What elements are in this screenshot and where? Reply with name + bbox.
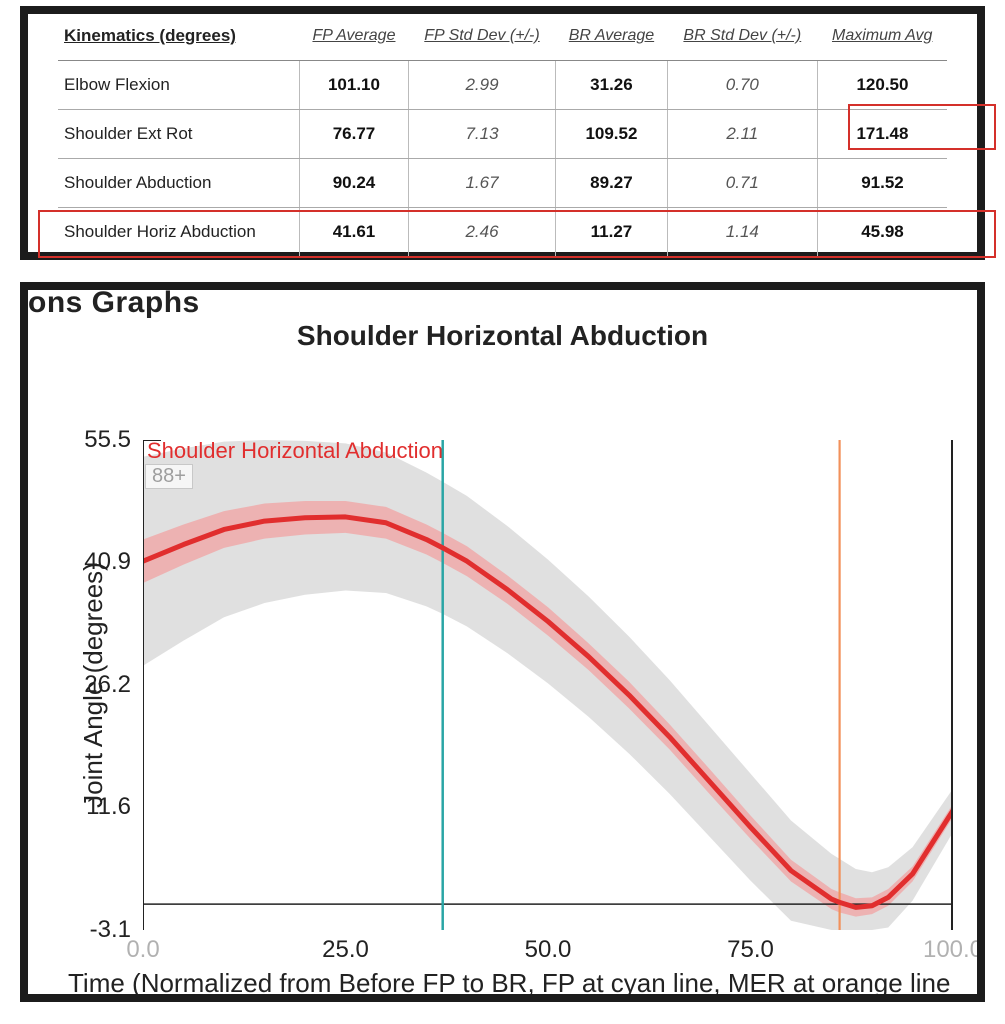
y-tick-label: 40.9 [84, 548, 131, 576]
table-body: Elbow Flexion 101.10 2.99 31.26 0.70 120… [58, 61, 947, 257]
cell-fp-sd: 1.67 [408, 159, 555, 208]
cell-max: 171.48 [817, 110, 947, 159]
col-header-br-avg: BR Average [556, 20, 668, 61]
plot-area: Shoulder Horizontal Abduction 88+ 55.540… [143, 440, 953, 930]
cropped-heading: ons Graphs [28, 286, 200, 320]
plot-svg [143, 440, 953, 930]
kinematics-table: Kinematics (degrees) FP Average FP Std D… [58, 20, 947, 256]
x-axis-label: Time (Normalized from Before FP to BR, F… [68, 968, 977, 999]
cell-br-avg: 31.26 [556, 61, 668, 110]
cell-br-sd: 0.71 [667, 159, 817, 208]
y-tick-label: -3.1 [90, 916, 131, 944]
x-tick-label: 100.0 [923, 936, 983, 964]
x-tick-label: 75.0 [727, 936, 774, 964]
cell-br-avg: 89.27 [556, 159, 668, 208]
cell-br-sd: 1.14 [667, 208, 817, 257]
col-header-kinematics: Kinematics (degrees) [58, 20, 300, 61]
cell-br-avg: 109.52 [556, 110, 668, 159]
cell-fp-sd: 2.99 [408, 61, 555, 110]
cell-fp-sd: 2.46 [408, 208, 555, 257]
x-tick-label: 0.0 [126, 936, 159, 964]
cell-br-sd: 2.11 [667, 110, 817, 159]
x-tick-label: 50.0 [525, 936, 572, 964]
cell-max: 45.98 [817, 208, 947, 257]
kinematics-table-panel: Kinematics (degrees) FP Average FP Std D… [20, 6, 985, 260]
row-label: Shoulder Horiz Abduction [58, 208, 300, 257]
cell-fp-avg: 90.24 [300, 159, 409, 208]
cell-fp-sd: 7.13 [408, 110, 555, 159]
row-label: Elbow Flexion [58, 61, 300, 110]
y-tick-label: 26.2 [84, 671, 131, 699]
kinematics-table-wrap: Kinematics (degrees) FP Average FP Std D… [58, 20, 947, 246]
y-tick-label: 11.6 [86, 793, 131, 821]
row-label: Shoulder Abduction [58, 159, 300, 208]
table-header-row: Kinematics (degrees) FP Average FP Std D… [58, 20, 947, 61]
col-header-max: Maximum Avg [817, 20, 947, 61]
chart-title: Shoulder Horizontal Abduction [28, 320, 977, 352]
table-row: Shoulder Horiz Abduction 41.61 2.46 11.2… [58, 208, 947, 257]
cell-fp-avg: 41.61 [300, 208, 409, 257]
row-label: Shoulder Ext Rot [58, 110, 300, 159]
chart-panel: ons Graphs Shoulder Horizontal Abduction… [20, 282, 985, 1002]
table-row: Shoulder Abduction 90.24 1.67 89.27 0.71… [58, 159, 947, 208]
table-row: Elbow Flexion 101.10 2.99 31.26 0.70 120… [58, 61, 947, 110]
y-tick-label: 55.5 [84, 426, 131, 454]
legend-badge: 88+ [145, 464, 193, 489]
table-row: Shoulder Ext Rot 76.77 7.13 109.52 2.11 … [58, 110, 947, 159]
col-header-fp-avg: FP Average [300, 20, 409, 61]
cell-fp-avg: 76.77 [300, 110, 409, 159]
x-tick-label: 25.0 [322, 936, 369, 964]
cell-max: 120.50 [817, 61, 947, 110]
cell-br-sd: 0.70 [667, 61, 817, 110]
legend-series-label: Shoulder Horizontal Abduction [147, 438, 443, 464]
col-header-fp-sd: FP Std Dev (+/-) [408, 20, 555, 61]
cell-br-avg: 11.27 [556, 208, 668, 257]
cell-fp-avg: 101.10 [300, 61, 409, 110]
col-header-br-sd: BR Std Dev (+/-) [667, 20, 817, 61]
cell-max: 91.52 [817, 159, 947, 208]
